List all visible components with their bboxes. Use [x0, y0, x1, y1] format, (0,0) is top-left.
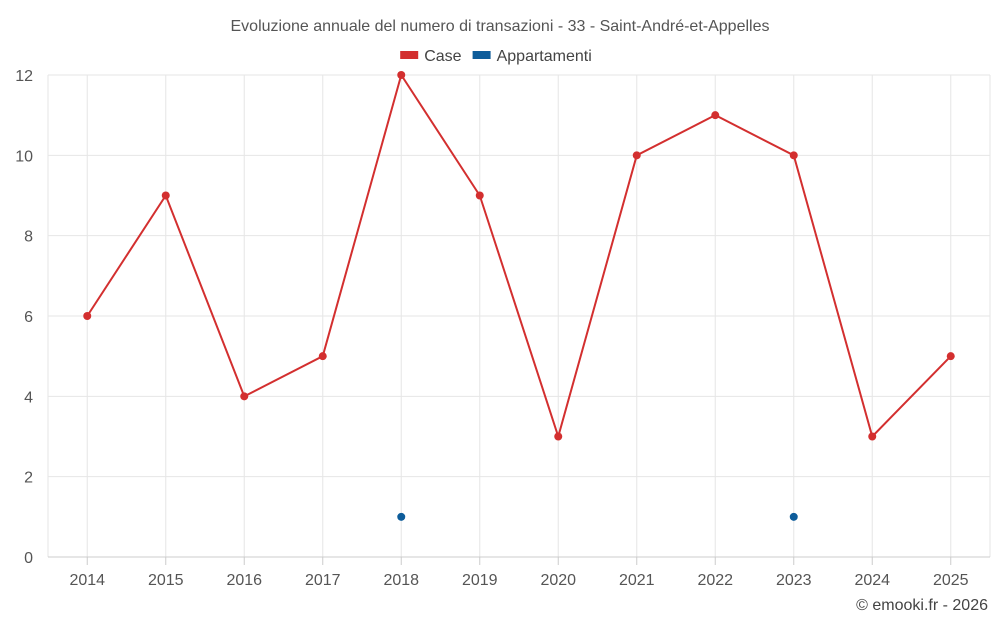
- x-tick-label: 2025: [933, 572, 969, 589]
- data-point[interactable]: [397, 71, 406, 79]
- legend-item-case[interactable]: Case: [400, 48, 462, 65]
- data-point[interactable]: [789, 512, 798, 521]
- y-tick-label: 10: [15, 148, 33, 165]
- y-tick-label: 2: [24, 470, 33, 487]
- x-tick-label: 2016: [226, 572, 262, 589]
- x-tick-label: 2022: [697, 572, 733, 589]
- y-axis: 0 2 4 6 8 10 12: [15, 68, 33, 567]
- series-appartamenti: [397, 512, 798, 521]
- x-tick-label: 2024: [854, 572, 890, 589]
- x-tick-label: 2020: [540, 572, 576, 589]
- gridlines: [47, 74, 991, 557]
- y-tick-label: 8: [24, 229, 33, 246]
- x-tick-label: 2018: [383, 572, 419, 589]
- data-point[interactable]: [475, 191, 484, 200]
- y-tick-label: 0: [24, 550, 33, 567]
- x-tick-label: 2017: [305, 572, 341, 589]
- series-line: [86, 72, 952, 440]
- legend-label: Appartamenti: [497, 48, 592, 65]
- data-point[interactable]: [789, 151, 798, 160]
- data-point[interactable]: [397, 512, 406, 521]
- legend-swatch: [472, 51, 491, 59]
- x-tick-label: 2015: [148, 572, 184, 589]
- data-point[interactable]: [632, 151, 641, 160]
- x-tick-label: 2023: [776, 572, 812, 589]
- data-point[interactable]: [240, 392, 249, 401]
- data-point[interactable]: [711, 111, 720, 120]
- legend: Case Appartamenti: [400, 48, 592, 65]
- x-axis: 2014 2015 2016 2017 2018 2019 2020 2021 2022 2023…: [48, 556, 990, 589]
- legend-item-appartamenti[interactable]: Appartamenti: [472, 48, 592, 65]
- chart-title: Evoluzione annuale del numero di transaz…: [231, 18, 770, 35]
- credit-text: © emooki.fr - 2026: [856, 597, 988, 614]
- data-point[interactable]: [318, 352, 327, 361]
- series: [83, 71, 955, 521]
- y-tick-label: 12: [15, 68, 33, 85]
- y-tick-label: 6: [24, 309, 33, 326]
- x-tick-label: 2021: [619, 572, 655, 589]
- data-point[interactable]: [161, 191, 170, 200]
- x-tick-label: 2014: [69, 572, 105, 589]
- series-case: [83, 71, 955, 441]
- data-point[interactable]: [83, 312, 92, 320]
- y-tick-label: 4: [24, 389, 33, 406]
- legend-swatch: [400, 51, 419, 59]
- data-point[interactable]: [554, 432, 563, 441]
- x-tick-label: 2019: [462, 572, 498, 589]
- data-point[interactable]: [868, 432, 877, 441]
- legend-label: Case: [424, 48, 461, 65]
- data-point[interactable]: [946, 352, 955, 361]
